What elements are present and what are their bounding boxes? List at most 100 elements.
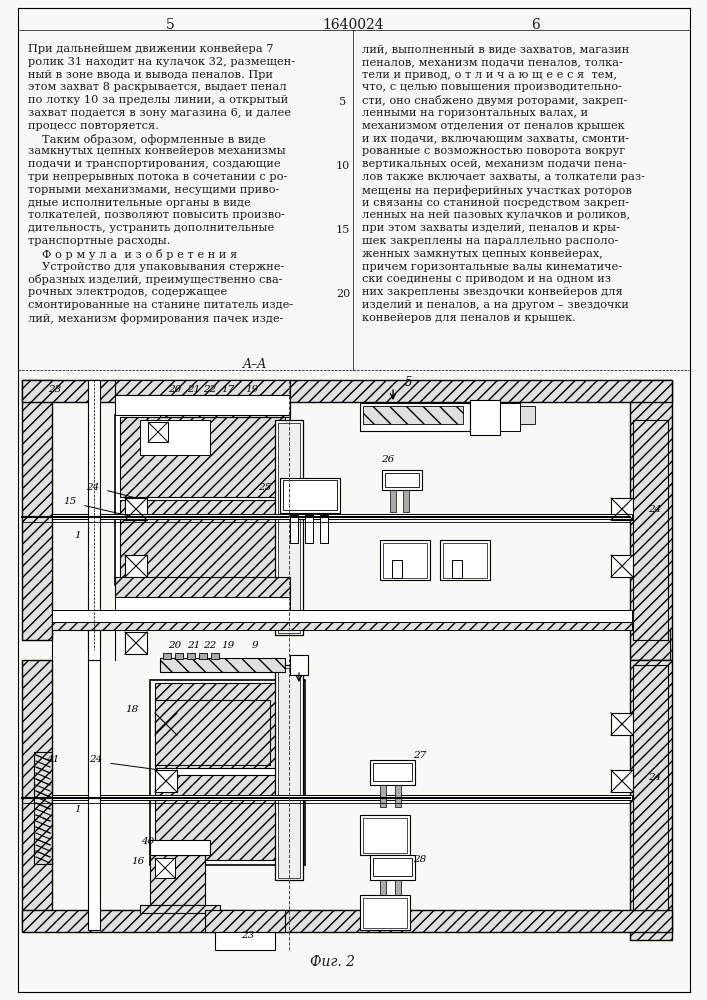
Bar — [290, 655, 308, 675]
Bar — [373, 858, 412, 876]
Bar — [52, 795, 632, 800]
Bar — [392, 560, 402, 578]
Text: 40: 40 — [141, 838, 155, 846]
Bar — [115, 380, 290, 395]
Bar — [520, 406, 535, 424]
Bar — [215, 932, 275, 950]
Text: 20: 20 — [336, 289, 350, 299]
Text: тели и привод, о т л и ч а ю щ е е с я  тем,: тели и привод, о т л и ч а ю щ е е с я т… — [362, 70, 617, 80]
Text: лов также включает захваты, а толкатели раз-: лов также включает захваты, а толкатели … — [362, 172, 645, 182]
Text: 20: 20 — [168, 385, 182, 394]
Text: Ф о р м у л а  и з о б р е т е н и я: Ф о р м у л а и з о б р е т е н и я — [42, 249, 238, 260]
Text: 21: 21 — [187, 641, 201, 650]
Bar — [363, 898, 407, 928]
Bar — [383, 543, 427, 578]
Bar — [278, 423, 300, 633]
Bar — [52, 622, 632, 630]
Text: 1640024: 1640024 — [322, 18, 384, 32]
Bar — [22, 910, 672, 932]
Bar — [115, 415, 290, 585]
Text: транспортные расходы.: транспортные расходы. — [28, 236, 170, 246]
Bar — [155, 683, 300, 768]
Text: ски соединены с приводом и на одном из: ски соединены с приводом и на одном из — [362, 274, 611, 284]
Text: конвейеров для пеналов и крышек.: конвейеров для пеналов и крышек. — [362, 313, 576, 323]
Text: 24: 24 — [86, 483, 100, 491]
Bar — [155, 700, 270, 765]
Bar — [125, 498, 147, 520]
Text: ленными на горизонтальных валах, и: ленными на горизонтальных валах, и — [362, 108, 588, 118]
Bar — [500, 403, 520, 431]
Bar — [205, 910, 285, 932]
Text: 23: 23 — [48, 385, 62, 394]
Text: вертикальных осей, механизм подачи пена-: вертикальных осей, механизм подачи пена- — [362, 159, 626, 169]
Bar — [52, 514, 632, 519]
Text: 9: 9 — [252, 641, 258, 650]
Bar — [88, 660, 100, 930]
Bar — [150, 855, 205, 905]
Bar — [385, 473, 419, 487]
Bar — [175, 653, 183, 659]
Bar — [120, 417, 285, 497]
Text: 22: 22 — [204, 385, 216, 394]
Text: 16: 16 — [132, 857, 145, 866]
Text: 17: 17 — [221, 385, 235, 394]
Text: женных замкнутых цепных конвейерах,: женных замкнутых цепных конвейерах, — [362, 249, 603, 259]
Text: лий, выполненный в виде захватов, магазин: лий, выполненный в виде захватов, магази… — [362, 44, 629, 54]
Text: 24: 24 — [89, 756, 103, 764]
Bar — [395, 880, 401, 902]
Bar — [187, 653, 195, 659]
Text: 22: 22 — [204, 641, 216, 650]
Bar — [160, 658, 285, 672]
Bar — [150, 840, 210, 855]
Text: 23: 23 — [241, 930, 255, 940]
Text: 24: 24 — [648, 506, 662, 514]
Bar — [360, 895, 410, 930]
Text: ный в зоне ввода и вывода пеналов. При: ный в зоне ввода и вывода пеналов. При — [28, 70, 273, 80]
Text: шек закреплены на параллельно располо-: шек закреплены на параллельно располо- — [362, 236, 619, 246]
Bar — [148, 422, 168, 442]
Text: 10: 10 — [336, 161, 350, 171]
Bar — [470, 400, 500, 435]
Text: изделий и пеналов, а на другом – звездочки: изделий и пеналов, а на другом – звездоч… — [362, 300, 629, 310]
Bar — [199, 653, 207, 659]
Text: смонтированные на станине питатель изде-: смонтированные на станине питатель изде- — [28, 300, 293, 310]
Text: толкателей, позволяют повысить произво-: толкателей, позволяют повысить произво- — [28, 210, 285, 220]
Text: по лотку 10 за пределы линии, а открытый: по лотку 10 за пределы линии, а открытый — [28, 95, 288, 105]
Bar — [115, 597, 290, 612]
Bar — [163, 653, 171, 659]
Bar — [275, 665, 303, 880]
Bar — [360, 815, 410, 855]
Text: 41: 41 — [47, 756, 59, 764]
Bar — [611, 713, 633, 735]
Text: мещены на периферийных участках роторов: мещены на периферийных участках роторов — [362, 185, 632, 196]
Bar — [360, 403, 470, 431]
Text: рочных электродов, содержащее: рочных электродов, содержащее — [28, 287, 227, 297]
Bar — [199, 398, 207, 404]
Text: 20: 20 — [168, 641, 182, 650]
Text: 19: 19 — [221, 641, 235, 650]
Bar — [630, 660, 672, 940]
Bar — [34, 752, 52, 864]
Bar — [175, 398, 183, 404]
Bar — [22, 660, 52, 930]
Bar — [452, 560, 462, 578]
Text: рованные с возможностью поворота вокруг: рованные с возможностью поворота вокруг — [362, 146, 625, 156]
Bar — [155, 713, 177, 735]
Text: три непрерывных потока в сочетании с ро-: три непрерывных потока в сочетании с ро- — [28, 172, 287, 182]
Text: Устройство для упаковывания стержне-: Устройство для упаковывания стержне- — [42, 262, 284, 272]
Bar — [382, 470, 422, 490]
Bar — [305, 515, 313, 543]
Bar — [125, 555, 147, 577]
Text: дные исполнительные органы в виде: дные исполнительные органы в виде — [28, 198, 251, 208]
Text: них закреплены звездочки конвейеров для: них закреплены звездочки конвейеров для — [362, 287, 623, 297]
Text: 5: 5 — [339, 97, 346, 107]
Text: 18: 18 — [125, 706, 139, 714]
Bar — [403, 490, 409, 512]
Bar — [125, 632, 147, 654]
Bar — [88, 630, 100, 660]
Text: захват подается в зону магазина 6, и далее: захват подается в зону магазина 6, и дал… — [28, 108, 291, 118]
Text: процесс повторяется.: процесс повторяется. — [28, 121, 159, 131]
Text: При дальнейшем движении конвейера 7: При дальнейшем движении конвейера 7 — [28, 44, 274, 54]
Text: 26: 26 — [381, 456, 395, 464]
Bar — [395, 785, 401, 807]
